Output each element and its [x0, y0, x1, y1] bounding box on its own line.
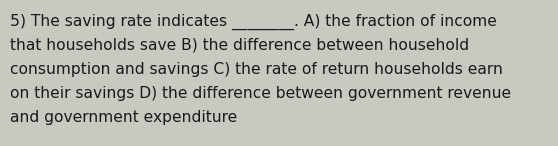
Text: that households save B) the difference between household: that households save B) the difference b… — [10, 38, 469, 53]
Text: and government expenditure: and government expenditure — [10, 110, 237, 125]
Text: 5) The saving rate indicates ________. A) the fraction of income: 5) The saving rate indicates ________. A… — [10, 14, 497, 30]
Text: consumption and savings C) the rate of return households earn: consumption and savings C) the rate of r… — [10, 62, 503, 77]
Text: on their savings D) the difference between government revenue: on their savings D) the difference betwe… — [10, 86, 511, 101]
